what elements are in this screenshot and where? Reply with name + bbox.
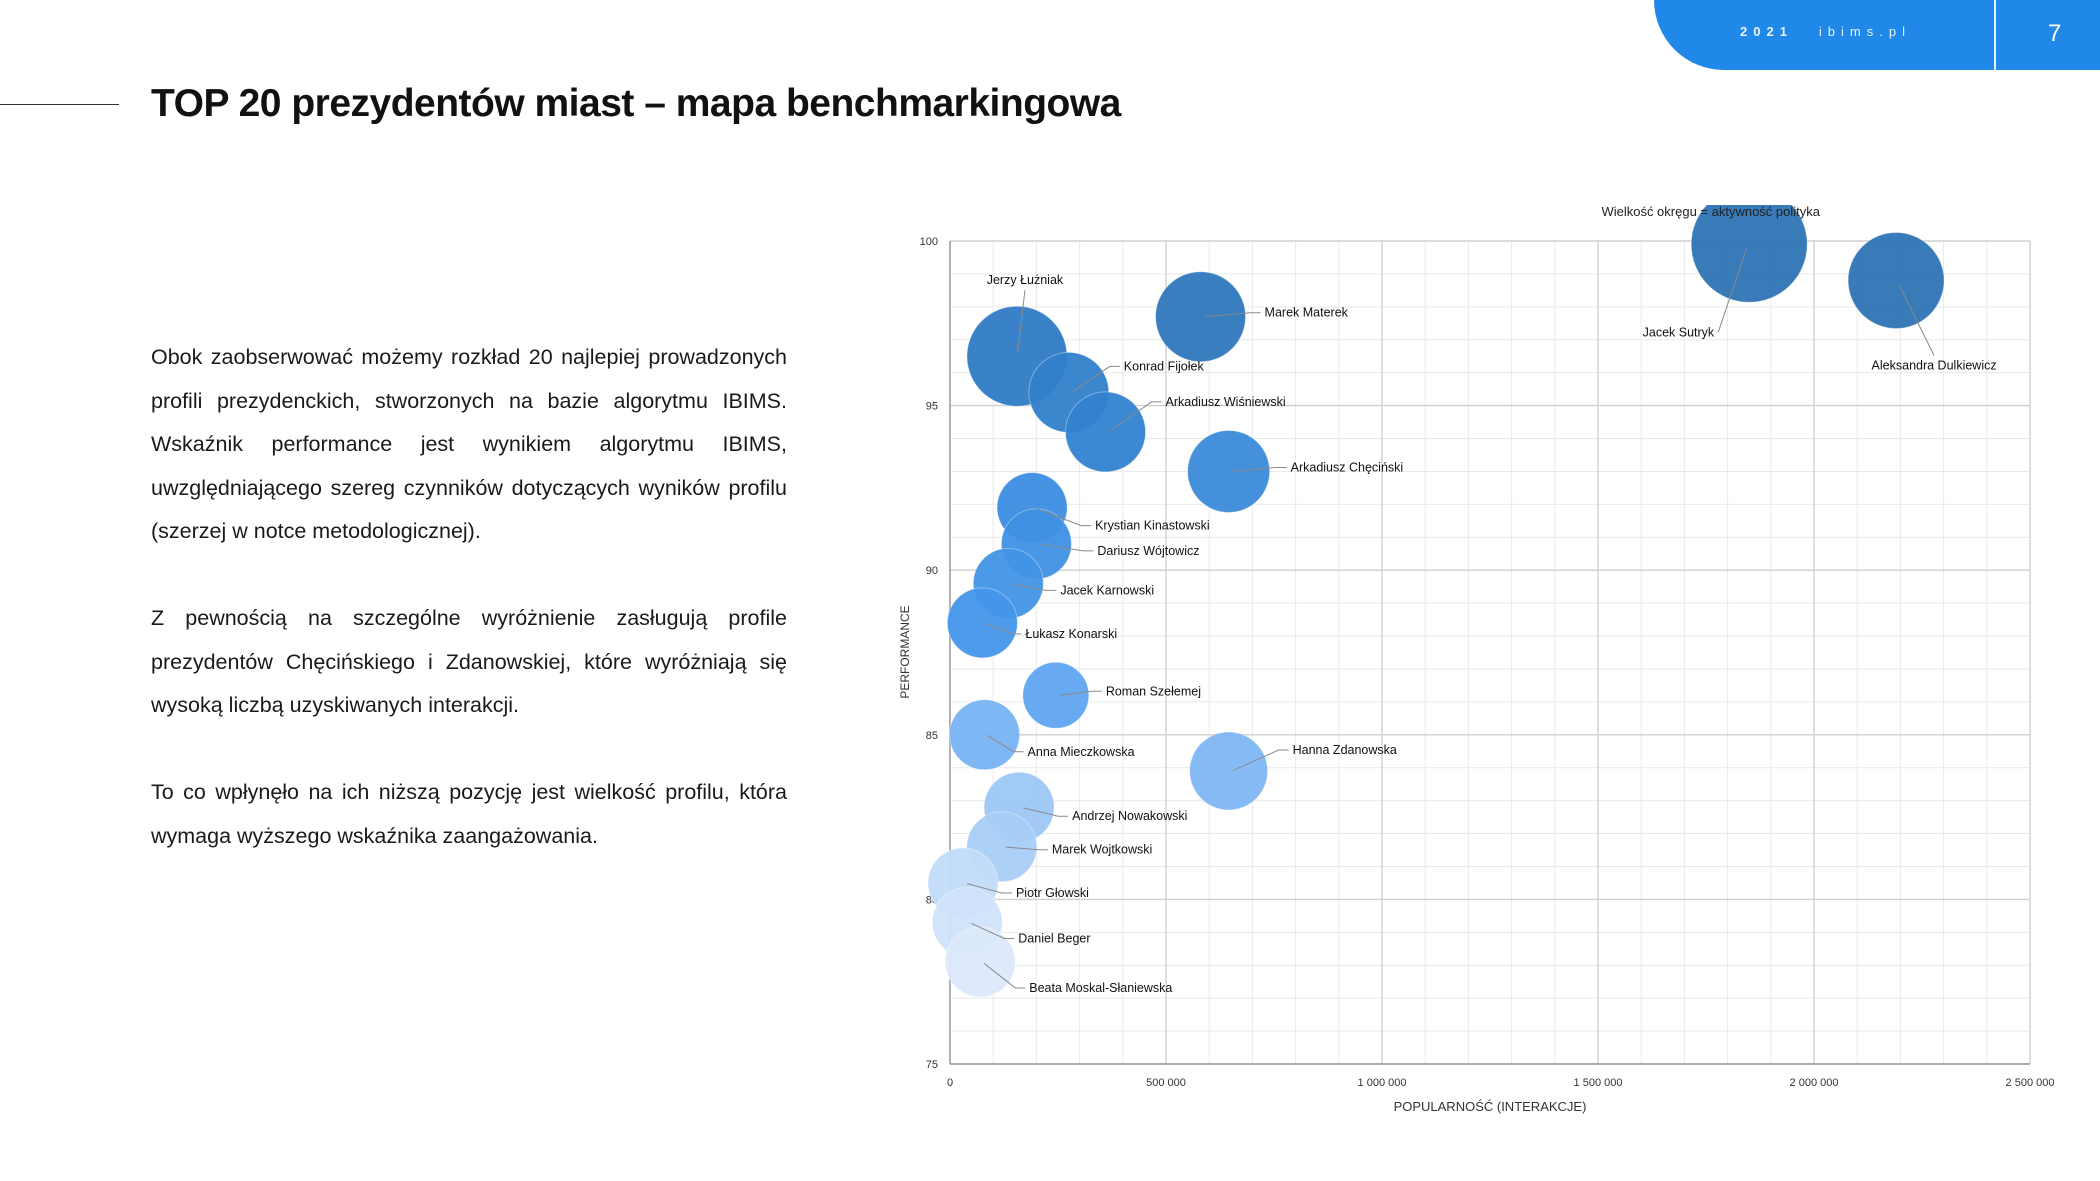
bubble-label: Łukasz Konarski <box>1025 627 1117 641</box>
leader-line <box>1005 846 1048 851</box>
x-tick-label: 1 500 000 <box>1574 1077 1623 1089</box>
bubble-label: Roman Szełemej <box>1106 684 1201 698</box>
grid-major <box>949 240 2031 1065</box>
title-rule <box>0 104 119 105</box>
header-banner: 2021 ibims.pl 7 <box>1654 0 2100 70</box>
bubble-labels: Jacek Sutryk Aleksandra Dulkiewicz Marek M… <box>987 273 1997 995</box>
grid-minor <box>949 240 2031 1065</box>
leader-line <box>1017 290 1026 353</box>
leader-line <box>983 963 1026 989</box>
leader-lines <box>967 248 1935 989</box>
leader-line <box>985 623 1022 635</box>
paragraph-3: To co wpłynęło na ich niższą pozycję jes… <box>151 780 787 848</box>
bubble-point <box>1065 391 1147 473</box>
bubble-label: Hanna Zdanowska <box>1293 743 1397 757</box>
y-tick-label: 95 <box>926 401 938 413</box>
leader-line <box>1898 284 1935 356</box>
leader-line <box>987 735 1024 753</box>
bubble-label: Marek Wojtkowski <box>1052 843 1152 857</box>
leader-line <box>1717 248 1747 333</box>
header-site[interactable]: ibims.pl <box>1818 24 1911 39</box>
bubble-label: Arkadiusz Chęciński <box>1291 460 1404 474</box>
bubble-label: Andrzej Nowakowski <box>1072 809 1187 823</box>
leader-line <box>1205 312 1261 318</box>
bubble-label: Arkadiusz Wiśniewski <box>1166 395 1286 409</box>
bubble-label: Jacek Karnowski <box>1060 583 1154 597</box>
x-tick-label: 0 <box>947 1077 953 1089</box>
bubble-label: Konrad Fijołek <box>1124 359 1205 373</box>
leader-line <box>1233 749 1289 771</box>
y-tick-label: 75 <box>926 1059 938 1071</box>
x-tick-label: 2 000 000 <box>1790 1077 1839 1089</box>
leader-line <box>1036 508 1092 527</box>
leader-line <box>967 883 1012 894</box>
x-tick-labels: 0 500 000 1 000 000 1 500 000 2 000 000 2 500… <box>947 1077 2055 1089</box>
bubble-label: Anna Mieczkowska <box>1028 745 1135 759</box>
bubble-point <box>949 699 1021 771</box>
bubble-point <box>944 926 1016 998</box>
legend-note: Wielkość okręgu = aktywność polityka <box>1601 205 1820 219</box>
bubble-point <box>1155 271 1247 363</box>
body-text: Obok zaobserwować możemy rozkład 20 najl… <box>151 336 787 902</box>
bubble-label: Marek Materek <box>1265 306 1349 320</box>
leader-line <box>1233 466 1287 472</box>
x-tick-label: 1 000 000 <box>1358 1077 1407 1089</box>
y-tick-label: 85 <box>926 730 938 742</box>
bubble-label: Beata Moskal-Słaniewska <box>1029 981 1172 995</box>
bubble-label: Piotr Głowski <box>1016 886 1089 900</box>
paragraph-2: Z pewnością na szczególne wyróżnienie za… <box>151 606 787 717</box>
leader-line <box>971 922 1015 939</box>
header-divider <box>1994 0 1996 70</box>
bubble-chart: 0 500 000 1 000 000 1 500 000 2 000 000 2 500… <box>898 205 2055 1114</box>
bubble-label: Jerzy Łużniak <box>987 273 1064 287</box>
header-year: 2021 <box>1740 24 1793 39</box>
bubble-label: Dariusz Wójtowicz <box>1097 544 1199 558</box>
page-title: TOP 20 prezydentów miast – mapa benchmar… <box>151 82 1121 125</box>
bubble-label: Krystian Kinastowski <box>1095 519 1210 533</box>
bubble-point <box>1187 429 1271 513</box>
leader-line <box>1012 583 1057 591</box>
bubble-label: Daniel Beger <box>1018 931 1090 945</box>
leader-line <box>1059 690 1102 696</box>
header-meta: 2021 ibims.pl <box>1740 24 1911 39</box>
leader-line <box>1110 401 1162 432</box>
bubble-point <box>1690 205 1808 303</box>
y-tick-label: 90 <box>926 565 938 577</box>
paragraph-1: Obok zaobserwować możemy rozkład 20 najl… <box>151 345 787 543</box>
x-axis-label: POPULARNOŚĆ (INTERAKCJE) <box>1394 1099 1587 1114</box>
leader-line <box>1072 365 1120 392</box>
axes <box>949 241 2030 1065</box>
bubbles <box>927 205 1945 998</box>
y-axis-label: PERFORMANCE <box>898 605 912 698</box>
x-tick-label: 500 000 <box>1146 1077 1186 1089</box>
leader-line <box>1041 543 1094 552</box>
y-tick-label: 100 <box>920 236 938 248</box>
bubble-point <box>1189 731 1269 811</box>
x-tick-label: 2 500 000 <box>2006 1077 2055 1089</box>
bubble-point <box>1847 232 1945 330</box>
bubble-point <box>1022 661 1090 729</box>
leader-line <box>1023 807 1069 817</box>
bubble-label: Jacek Sutryk <box>1643 325 1715 339</box>
page-number: 7 <box>2048 20 2062 47</box>
bubble-point <box>946 587 1018 659</box>
bubble-label: Aleksandra Dulkiewicz <box>1872 359 1997 373</box>
